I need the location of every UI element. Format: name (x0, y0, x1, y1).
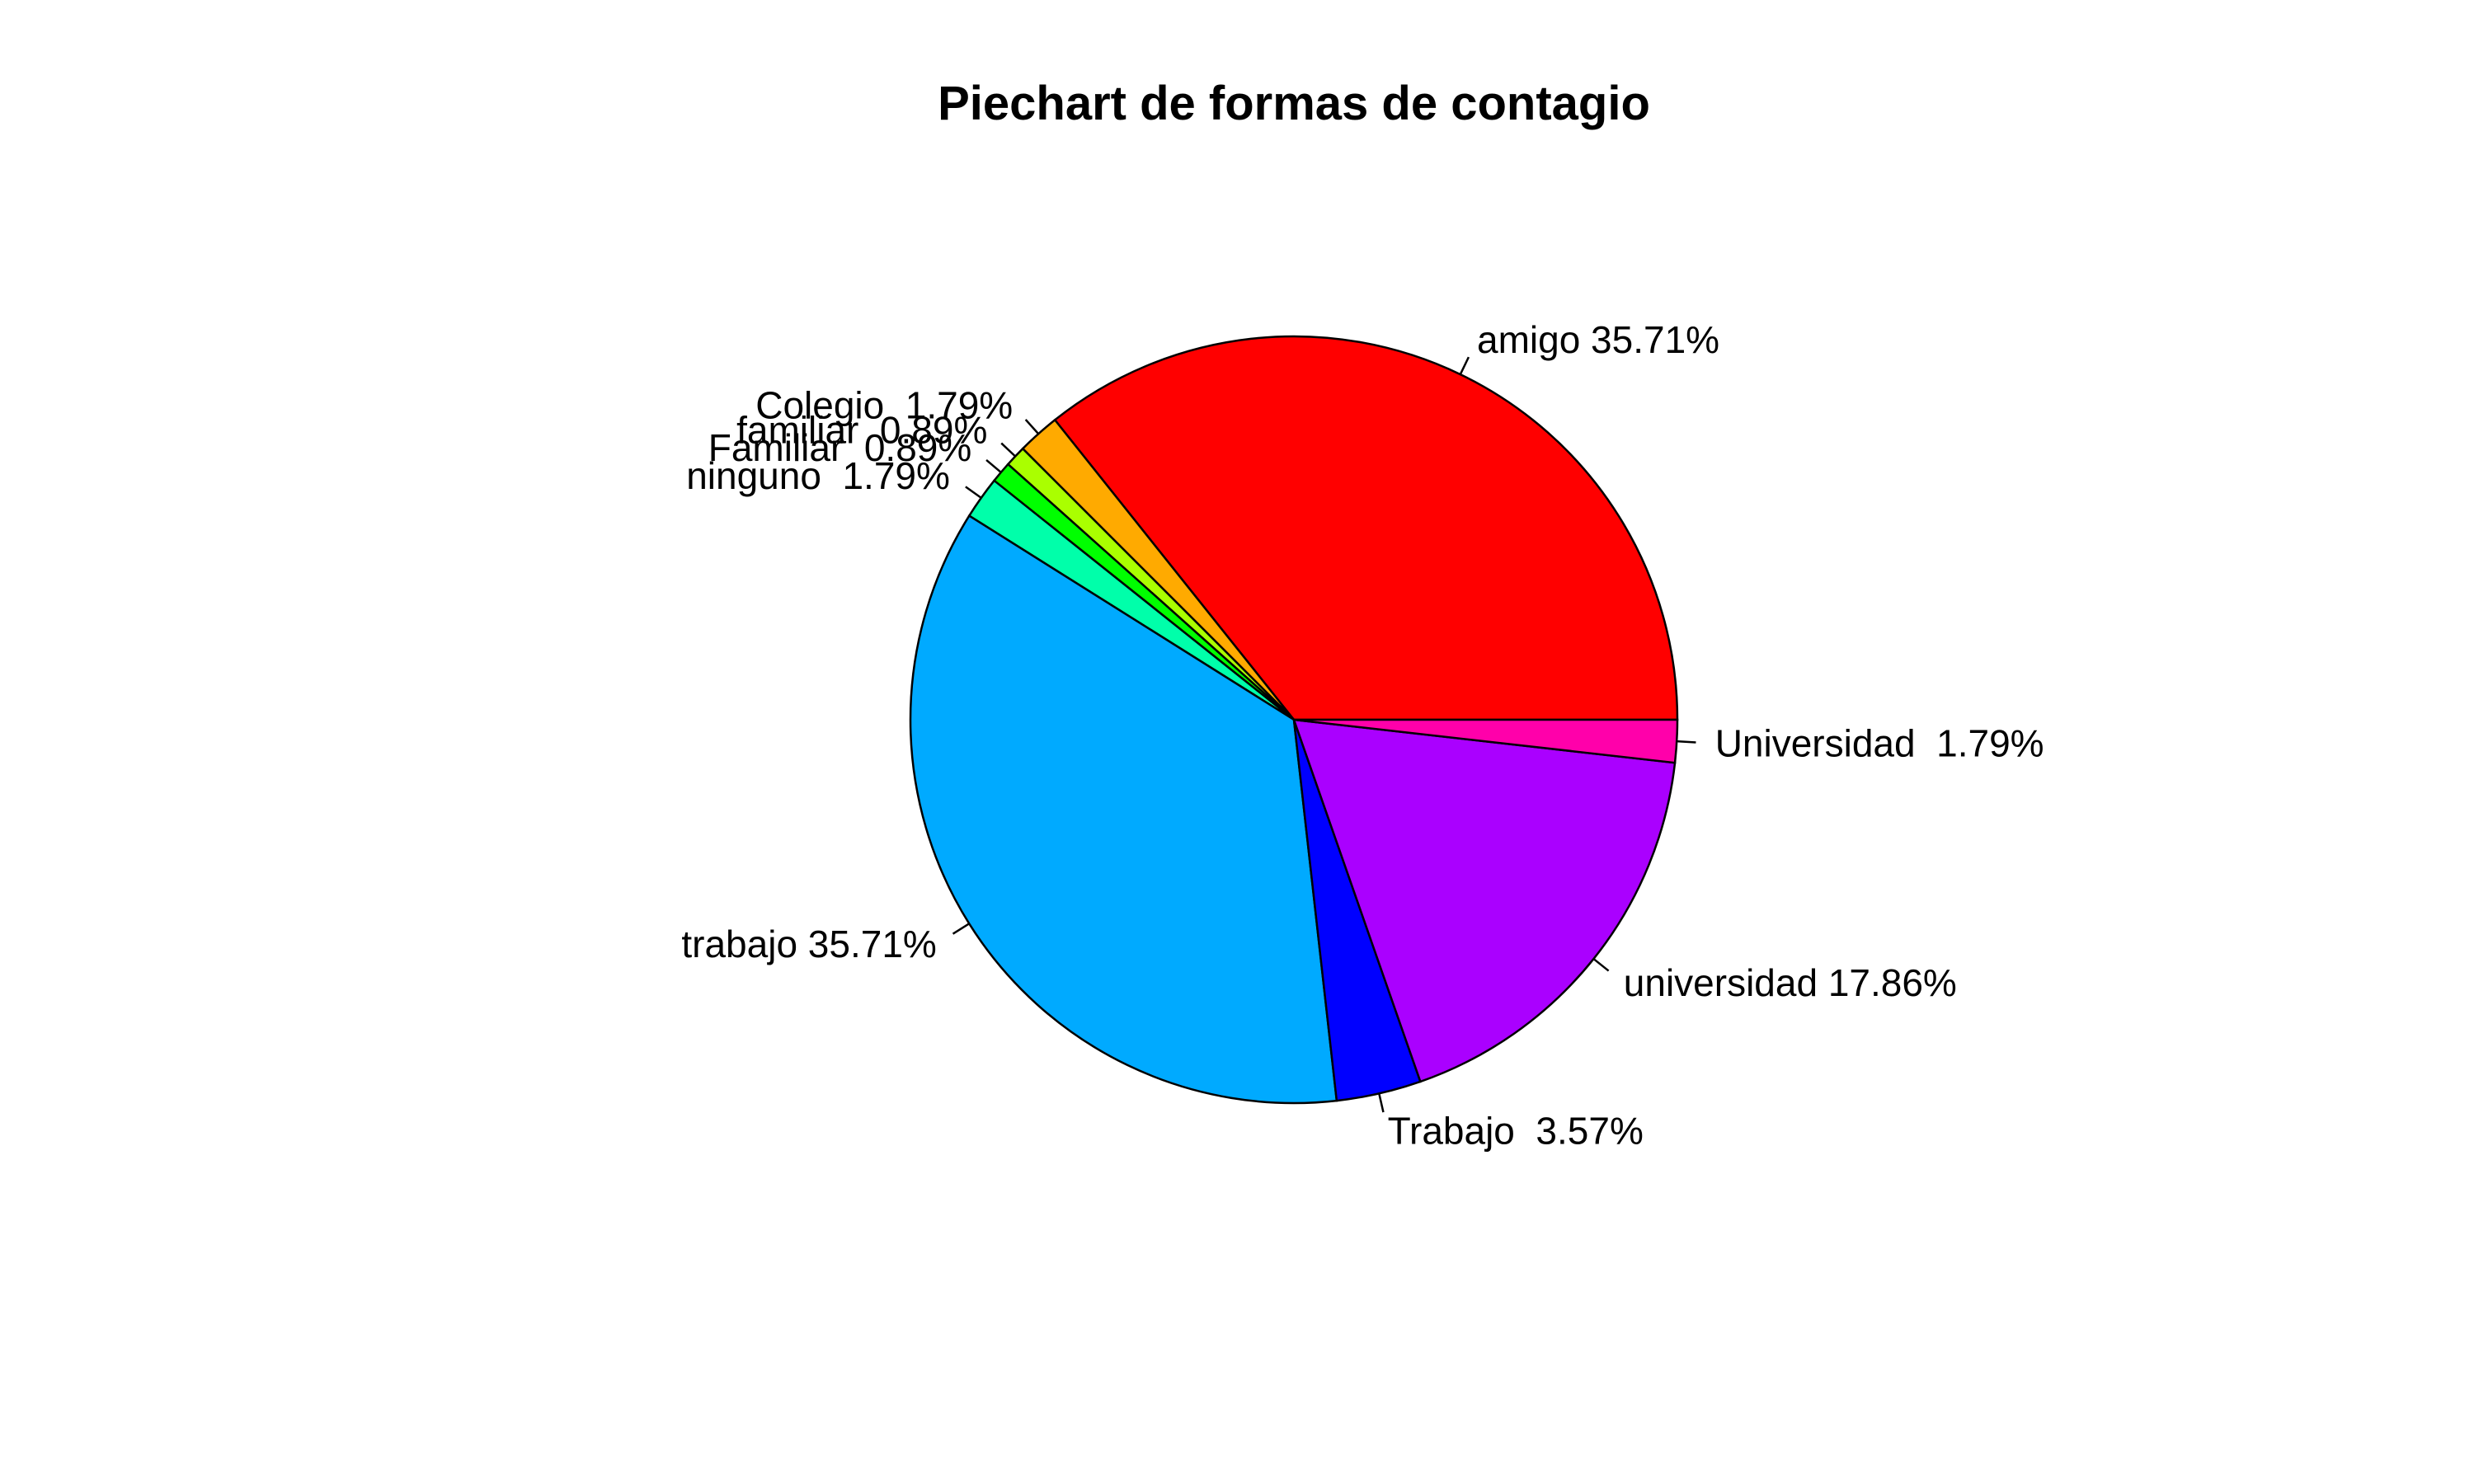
pie-slice-label: Familiar 0.89% (708, 426, 972, 469)
pie-slices (909, 335, 1679, 1105)
pie-leader-lines (952, 356, 1696, 1113)
pie-leader-line (965, 486, 982, 499)
pie-leader-line (1592, 958, 1610, 972)
pie-leader-line (1000, 442, 1016, 458)
pie-slice-label: Trabajo 3.57% (1388, 1110, 1644, 1153)
pie-slice (1053, 335, 1679, 721)
pie-slice (1293, 718, 1679, 764)
pie-slice-label: amigo 35.71% (1477, 318, 1719, 361)
pie-slice-label: familiar 0.89% (736, 409, 987, 452)
pie-slice-label: Colegio 1.79% (755, 384, 1013, 427)
pie-slice-label: trabajo 35.71% (681, 923, 936, 965)
pie-leader-line (1024, 419, 1040, 435)
pie-slice-label: Universidad 1.79% (1715, 722, 2044, 765)
pie-leader-line (952, 923, 970, 935)
pie-slice-label: ninguno 1.79% (686, 454, 950, 497)
pie-slice-label: universidad 17.86% (1624, 961, 1957, 1004)
chart-title: Piechart de formas de contagio (938, 77, 1650, 130)
pie-leader-line (1677, 740, 1696, 744)
pie-slice (909, 514, 1338, 1105)
pie-labels: amigo 35.71% Colegio 1.79%familiar 0.89%F… (681, 318, 2044, 1153)
pie-slice (1292, 718, 1677, 1083)
pie-leader-line (1378, 1093, 1385, 1113)
pie-leader-line (985, 458, 1002, 473)
pie-leader-line (1459, 356, 1470, 375)
